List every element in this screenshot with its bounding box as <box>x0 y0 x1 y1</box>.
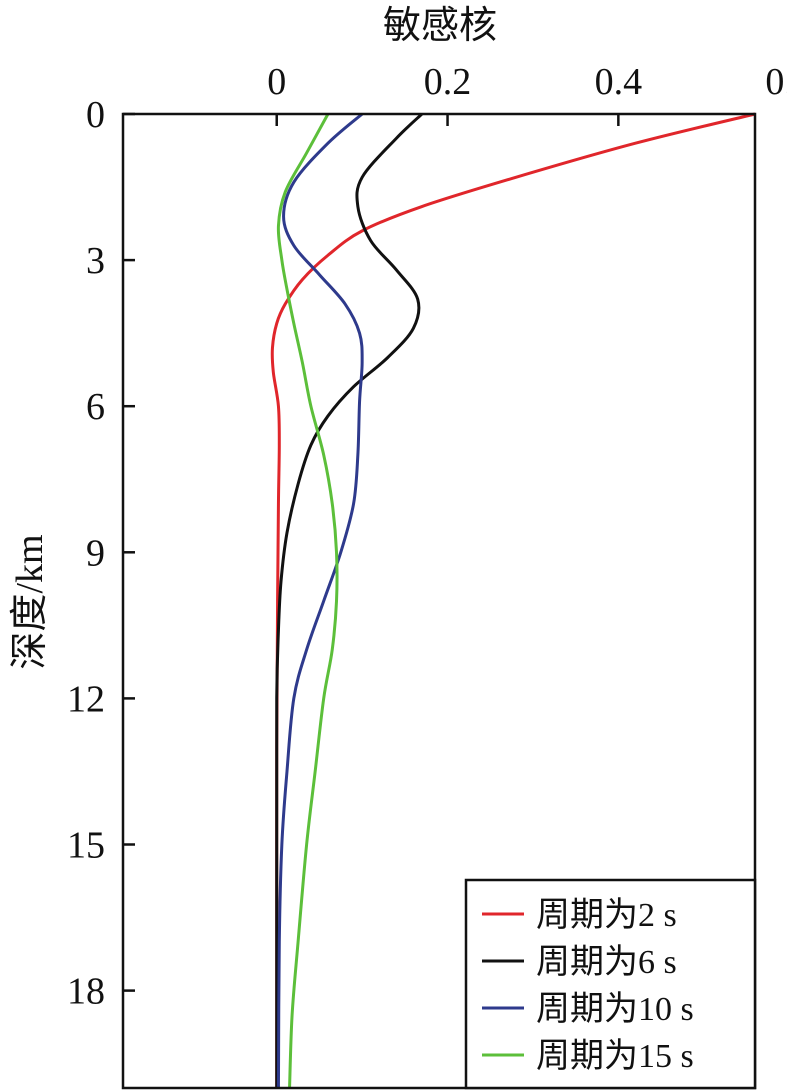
legend-label-1: 周期为2 s <box>536 897 677 934</box>
series-line-2 <box>275 112 423 1088</box>
x-axis-label: 敏感核 <box>383 5 497 47</box>
y-tick-label: 12 <box>67 678 105 720</box>
series-line-3 <box>276 112 364 1089</box>
y-axis-label: 深度/km <box>9 534 51 669</box>
x-tick-label: 0.2 <box>424 61 472 103</box>
legend-label-2: 周期为6 s <box>536 944 677 981</box>
legend: 周期为2 s 周期为6 s 周期为10 s 周期为15 s <box>464 878 757 1090</box>
y-tick-label: 0 <box>86 94 105 136</box>
x-tick-label: 0 <box>267 61 286 103</box>
y-tick-label: 3 <box>86 240 105 282</box>
legend-label-4: 周期为15 s <box>536 1038 694 1075</box>
y-tick-label: 18 <box>67 971 105 1013</box>
legend-label-3: 周期为10 s <box>536 991 694 1028</box>
y-tick-label: 15 <box>67 825 105 867</box>
x-tick-label: 0.6 <box>765 61 787 103</box>
plot-frame <box>121 112 757 1090</box>
series-lines <box>270 112 756 1089</box>
y-tick-label: 6 <box>86 386 105 428</box>
axis-ticks: 0 0.2 0.4 0.6 0 3 6 9 12 15 18 <box>67 61 787 1013</box>
y-tick-label: 9 <box>86 532 105 574</box>
series-line-4 <box>276 113 339 1089</box>
x-tick-label: 0.4 <box>595 61 643 103</box>
